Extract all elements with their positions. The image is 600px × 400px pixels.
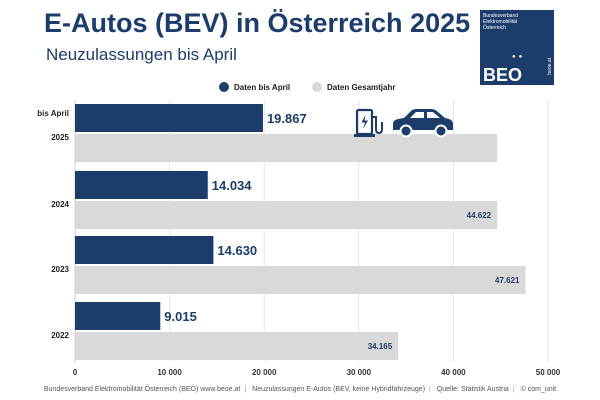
legend: Daten bis April Daten Gesamtjahr bbox=[219, 82, 395, 92]
labels: 0 10 000 20 000 30 000 40 000 50 000 19.867 bis… bbox=[37, 109, 561, 377]
x-tick-label: 0 bbox=[73, 368, 78, 377]
legend-marker-0 bbox=[219, 82, 229, 92]
category-annotation: bis April bbox=[37, 109, 69, 118]
data-label-gesamtjahr-2022: 34.165 bbox=[368, 342, 393, 351]
x-tick-label: 50 000 bbox=[536, 368, 561, 377]
bar-bis-april-2023 bbox=[75, 236, 214, 264]
beo-logo: Bundesverband Elektromobilität Österreic… bbox=[480, 10, 554, 85]
bar-bis-april-2022 bbox=[75, 302, 161, 330]
data-label-bis-april-2024: 14.034 bbox=[212, 178, 253, 193]
legend-label-0: Daten bis April bbox=[234, 83, 290, 92]
logo-org-line: Elektromobilität bbox=[483, 19, 518, 25]
electric-car-icon bbox=[393, 109, 453, 138]
bar-bis-april-2024 bbox=[75, 171, 208, 199]
data-label-bis-april-2023: 14.630 bbox=[217, 243, 257, 258]
footer-description: Neuzulassungen E-Autos (BEV, keine Hybri… bbox=[252, 386, 426, 393]
category-label-2023: 2023 bbox=[51, 265, 69, 274]
legend-label-1: Daten Gesamtjahr bbox=[327, 83, 395, 92]
category-label-2025: 2025 bbox=[51, 133, 69, 142]
logo-org-name: Bundesverband Elektromobilität Österreic… bbox=[483, 13, 541, 31]
bar-bis-april-2025 bbox=[75, 104, 263, 132]
data-label-gesamtjahr-2023: 47.621 bbox=[495, 276, 520, 285]
data-label-bis-april-2022: 9.015 bbox=[164, 309, 197, 324]
data-label-bis-april-2025: 19.867 bbox=[267, 111, 307, 126]
category-label-2022: 2022 bbox=[51, 331, 69, 340]
charging-station-icon bbox=[354, 108, 383, 137]
footer-source: Quelle: Statistik Austria bbox=[436, 386, 509, 393]
bar-gesamtjahr-2023 bbox=[75, 266, 526, 294]
x-tick-label: 10 000 bbox=[157, 368, 182, 377]
chart-footer: Bundesverband Elektromobilität Österreic… bbox=[43, 386, 557, 393]
bars bbox=[75, 104, 526, 360]
logo-org-line: Österreich bbox=[483, 25, 507, 31]
data-label-gesamtjahr-2024: 44.622 bbox=[467, 211, 492, 220]
x-tick-label: 40 000 bbox=[441, 368, 466, 377]
footer-org: Bundesverband Elektromobilität Österreic… bbox=[43, 386, 241, 393]
bar-gesamtjahr-2025 bbox=[75, 134, 498, 162]
logo-dots-icon: ●● bbox=[512, 54, 526, 60]
page-title: E-Autos (BEV) in Österreich 2025 bbox=[44, 8, 471, 38]
x-tick-label: 30 000 bbox=[347, 368, 372, 377]
logo-abbr: BEO bbox=[483, 65, 523, 85]
footer-credit: © com_unit bbox=[520, 386, 557, 393]
bar-gesamtjahr-2024 bbox=[75, 201, 498, 229]
legend-marker-1 bbox=[312, 82, 322, 92]
bar-gesamtjahr-2022 bbox=[75, 332, 399, 360]
x-tick-label: 20 000 bbox=[252, 368, 277, 377]
page-subtitle: Neuzulassungen bis April bbox=[46, 45, 237, 64]
logo-org-line: Bundesverband bbox=[483, 13, 519, 19]
category-label-2024: 2024 bbox=[51, 200, 69, 209]
